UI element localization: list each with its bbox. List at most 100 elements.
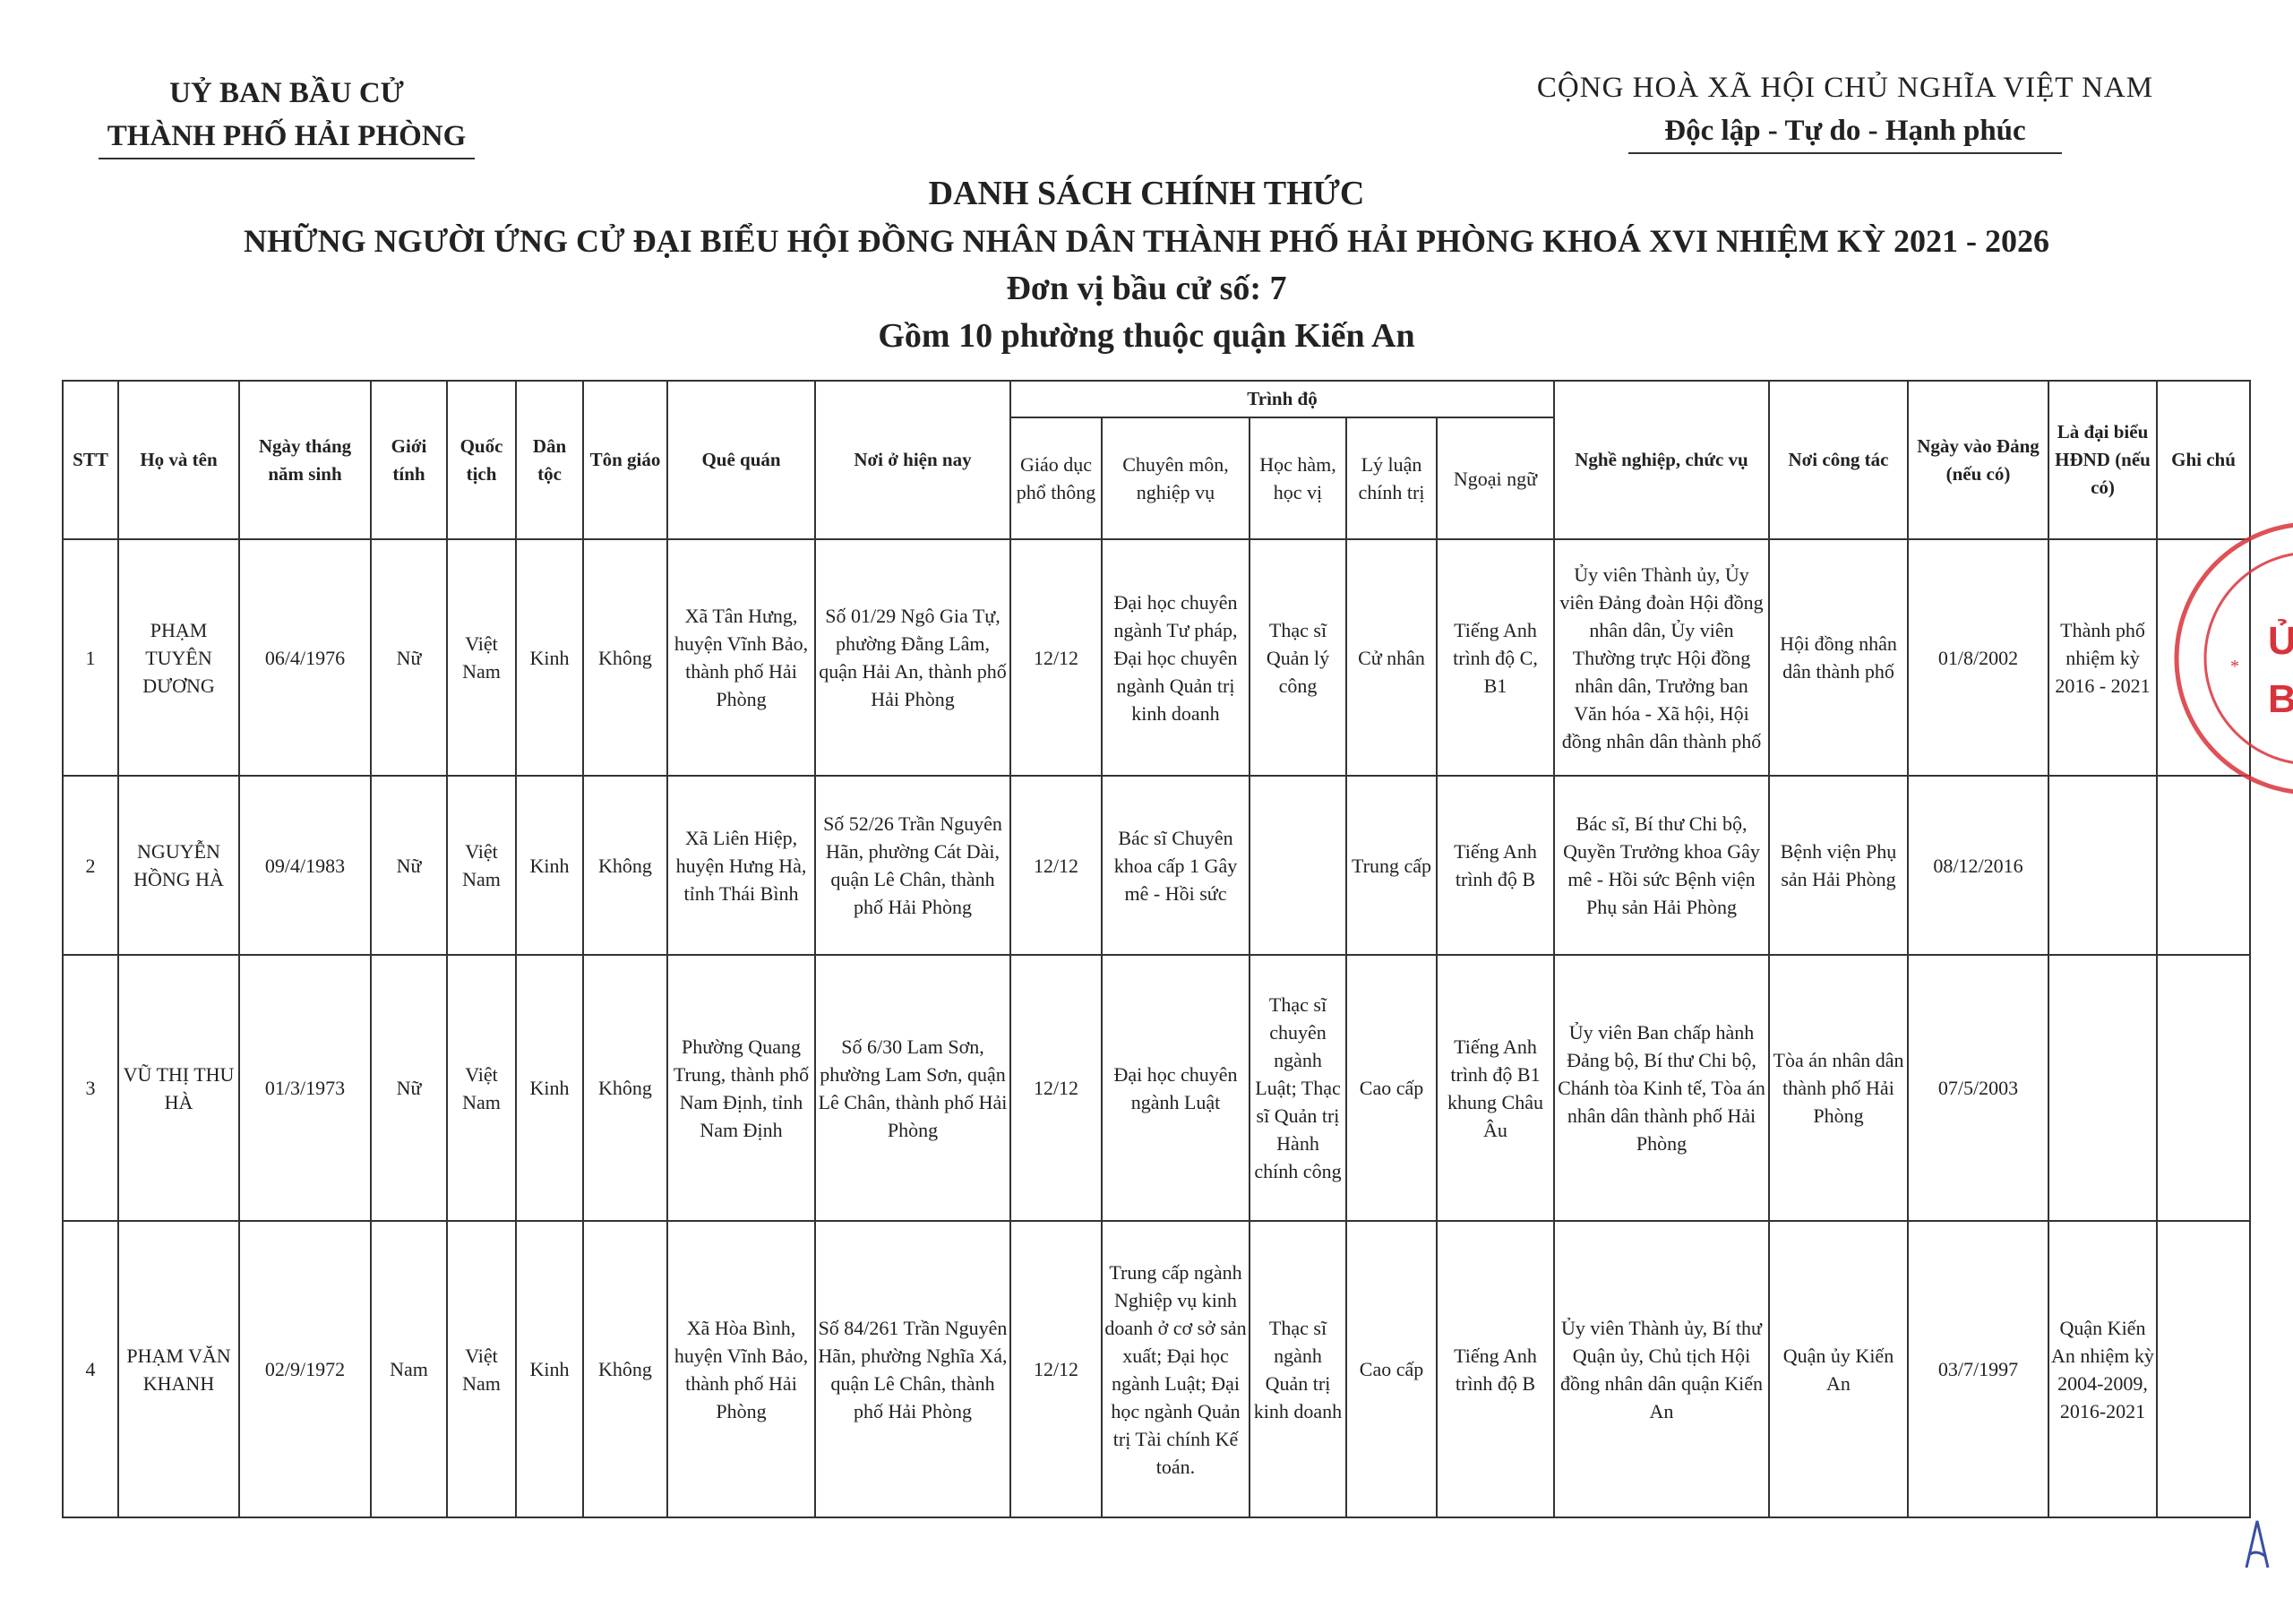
- cell-council-delegate: [2048, 954, 2158, 1222]
- cell-specialization: Đại học chuyên ngành Tư pháp, Đại học ch…: [1101, 538, 1250, 777]
- cell-hometown: Phường Quang Trung, thành phố Nam Định, …: [666, 954, 816, 1222]
- cell-nationality: Việt Nam: [446, 1220, 517, 1518]
- cell-specialization: Trung cấp ngành Nghiệp vụ kinh doanh ở c…: [1101, 1220, 1250, 1518]
- cell-dob: 02/9/1972: [238, 1220, 372, 1518]
- column-header-academic-degree: Học hàm, học vị: [1249, 417, 1347, 540]
- authority-line-2: THÀNH PHỐ HẢI PHÒNG: [90, 115, 484, 159]
- cell-nationality: Việt Nam: [446, 954, 517, 1222]
- column-header-stt: STT: [62, 380, 119, 540]
- cell-gender: Nữ: [370, 775, 448, 956]
- cell-foreign-language: Tiếng Anh trình độ C, B1: [1436, 538, 1555, 777]
- column-header-ethnicity: Dân tộc: [515, 380, 584, 540]
- column-header-council-delegate: Là đại biểu HĐND (nếu có): [2048, 380, 2158, 540]
- cell-notes: [2156, 775, 2251, 956]
- cell-foreign-language: Tiếng Anh trình độ B1 khung Châu Âu: [1436, 954, 1555, 1222]
- title-line-2: NHỮNG NGƯỜI ỨNG CỬ ĐẠI BIỂU HỘI ĐỒNG NHÂ…: [243, 223, 2050, 259]
- table-row: 3 VŨ THỊ THU HÀ 01/3/1973 Nữ Việt Nam Kinh Khô…: [62, 954, 2251, 1222]
- cell-council-delegate: Quận Kiến An nhiệm kỳ 2004-2009, 2016-20…: [2048, 1220, 2158, 1518]
- column-header-gender: Giới tính: [370, 380, 448, 540]
- cell-religion: Không: [582, 538, 668, 777]
- cell-residence: Số 84/261 Trần Nguyên Hãn, phường Nghĩa …: [814, 1220, 1011, 1518]
- cell-stt: 4: [62, 1220, 119, 1518]
- cell-dob: 09/4/1983: [238, 775, 372, 956]
- cell-name: NGUYỄN HỒNG HÀ: [117, 775, 240, 956]
- cell-workplace: Quận ủy Kiến An: [1768, 1220, 1909, 1518]
- cell-stt: 3: [62, 954, 119, 1222]
- signature-mark: [2245, 1520, 2270, 1568]
- cell-nationality: Việt Nam: [446, 775, 517, 956]
- column-header-party-join-date: Ngày vào Đảng (nếu có): [1907, 380, 2049, 540]
- cell-stt: 1: [62, 538, 119, 777]
- cell-general-education: 12/12: [1009, 1220, 1103, 1518]
- motto: Độc lập - Tự do - Hạnh phúc: [1487, 109, 2203, 154]
- official-seal: Ủ B *: [2174, 522, 2293, 795]
- column-header-dob: Ngày tháng năm sinh: [238, 380, 372, 540]
- column-header-general-education: Giáo dục phổ thông: [1009, 417, 1103, 540]
- cell-occupation: Ủy viên Ban chấp hành Đảng bộ, Bí thư Ch…: [1553, 954, 1770, 1222]
- cell-workplace: Hội đồng nhân dân thành phố: [1768, 538, 1909, 777]
- cell-hometown: Xã Tân Hưng, huyện Vĩnh Bảo, thành phố H…: [666, 538, 816, 777]
- cell-ethnicity: Kinh: [515, 1220, 584, 1518]
- column-header-notes: Ghi chú: [2156, 380, 2251, 540]
- column-header-foreign-language: Ngoại ngữ: [1436, 417, 1555, 540]
- cell-ethnicity: Kinh: [515, 954, 584, 1222]
- cell-workplace: Tòa án nhân dân thành phố Hải Phòng: [1768, 954, 1909, 1222]
- cell-specialization: Bác sĩ Chuyên khoa cấp 1 Gây mê - Hồi sứ…: [1101, 775, 1250, 956]
- cell-political-theory: Trung cấp: [1345, 775, 1438, 956]
- cell-name: PHẠM VĂN KHANH: [117, 1220, 240, 1518]
- cell-council-delegate: Thành phố nhiệm kỳ 2016 - 2021: [2048, 538, 2158, 777]
- table-row: 1 PHẠM TUYÊN DƯƠNG 06/4/1976 Nữ Việt Nam Kinh…: [62, 538, 2251, 777]
- cell-dob: 06/4/1976: [238, 538, 372, 777]
- cell-general-education: 12/12: [1009, 538, 1103, 777]
- cell-political-theory: Cao cấp: [1345, 954, 1438, 1222]
- cell-religion: Không: [582, 1220, 668, 1518]
- cell-party-join-date: 08/12/2016: [1907, 775, 2049, 956]
- cell-residence: Số 01/29 Ngô Gia Tự, phường Đằng Lâm, qu…: [814, 538, 1011, 777]
- cell-specialization: Đại học chuyên ngành Luật: [1101, 954, 1250, 1222]
- cell-occupation: Ủy viên Thành ủy, Ủy viên Đảng đoàn Hội …: [1553, 538, 1770, 777]
- cell-dob: 01/3/1973: [238, 954, 372, 1222]
- svg-text:B: B: [2268, 677, 2293, 721]
- cell-academic-degree: Thạc sĩ ngành Quản trị kinh doanh: [1249, 1220, 1347, 1518]
- column-header-specialization: Chuyên môn, nghiệp vụ: [1101, 417, 1250, 540]
- cell-notes: [2156, 1220, 2251, 1518]
- national-motto: CỘNG HOÀ XÃ HỘI CHỦ NGHĨA VIỆT NAM Độc l…: [1487, 66, 2203, 154]
- cell-party-join-date: 07/5/2003: [1907, 954, 2049, 1222]
- cell-academic-degree: [1249, 775, 1347, 956]
- document-title: DANH SÁCH CHÍNH THỨC NHỮNG NGƯỜI ỨNG CỬ …: [0, 170, 2293, 360]
- cell-residence: Số 6/30 Lam Sơn, phường Lam Sơn, quận Lê…: [814, 954, 1011, 1222]
- cell-foreign-language: Tiếng Anh trình độ B: [1436, 775, 1555, 956]
- cell-workplace: Bệnh viện Phụ sản Hải Phòng: [1768, 775, 1909, 956]
- cell-political-theory: Cao cấp: [1345, 1220, 1438, 1518]
- cell-occupation: Ủy viên Thành ủy, Bí thư Quận ủy, Chủ tị…: [1553, 1220, 1770, 1518]
- cell-ethnicity: Kinh: [515, 775, 584, 956]
- cell-gender: Nữ: [370, 954, 448, 1222]
- title-line-1: DANH SÁCH CHÍNH THỨC: [928, 175, 1365, 212]
- table-row: 4 PHẠM VĂN KHANH 02/9/1972 Nam Việt Nam Kinh K…: [62, 1220, 2251, 1518]
- column-header-political-theory: Lý luận chính trị: [1345, 417, 1438, 540]
- cell-party-join-date: 03/7/1997: [1907, 1220, 2049, 1518]
- cell-political-theory: Cử nhân: [1345, 538, 1438, 777]
- column-header-nationality: Quốc tịch: [446, 380, 517, 540]
- cell-hometown: Xã Liên Hiệp, huyện Hưng Hà, tỉnh Thái B…: [666, 775, 816, 956]
- cell-general-education: 12/12: [1009, 954, 1103, 1222]
- svg-text:Ủ: Ủ: [2268, 617, 2293, 663]
- issuing-authority: UỶ BAN BẦU CỬ THÀNH PHỐ HẢI PHÒNG: [90, 72, 484, 159]
- country-name: CỘNG HOÀ XÃ HỘI CHỦ NGHĨA VIỆT NAM: [1536, 72, 2154, 104]
- column-header-workplace: Nơi công tác: [1768, 380, 1909, 540]
- cell-foreign-language: Tiếng Anh trình độ B: [1436, 1220, 1555, 1518]
- cell-occupation: Bác sĩ, Bí thư Chi bộ, Quyền Trưởng khoa…: [1553, 775, 1770, 956]
- cell-nationality: Việt Nam: [446, 538, 517, 777]
- cell-council-delegate: [2048, 775, 2158, 956]
- candidate-table: STT Họ và tên Ngày tháng năm sinh Giới tính…: [62, 380, 2251, 1518]
- cell-party-join-date: 01/8/2002: [1907, 538, 2049, 777]
- cell-religion: Không: [582, 775, 668, 956]
- title-line-3: Đơn vị bầu cử số: 7: [1006, 270, 1287, 307]
- table-row: 2 NGUYỄN HỒNG HÀ 09/4/1983 Nữ Việt Nam Kinh Kh…: [62, 775, 2251, 956]
- cell-gender: Nam: [370, 1220, 448, 1518]
- cell-name: PHẠM TUYÊN DƯƠNG: [117, 538, 240, 777]
- authority-line-1: UỶ BAN BẦU CỬ: [169, 77, 404, 109]
- cell-stt: 2: [62, 775, 119, 956]
- cell-academic-degree: Thạc sĩ Quản lý công: [1249, 538, 1347, 777]
- column-header-name: Họ và tên: [117, 380, 240, 540]
